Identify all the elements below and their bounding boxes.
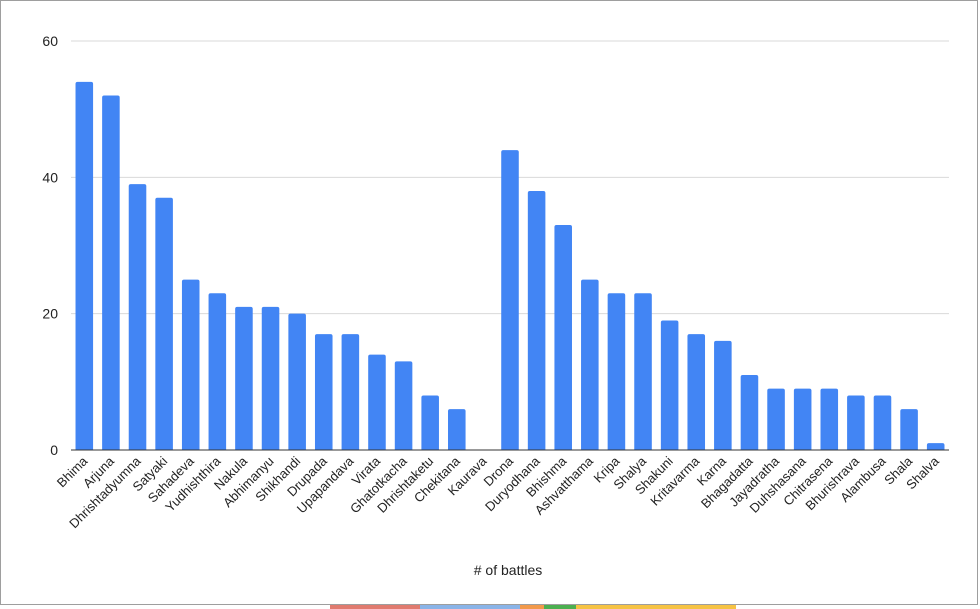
- bar-alambusa: [873, 395, 892, 450]
- y-tick-label: 20: [42, 306, 58, 322]
- x-axis-title: # of battles: [474, 562, 543, 578]
- strip-segment: [520, 605, 544, 609]
- bar-arjuna: [102, 95, 120, 451]
- bar-shakuni: [660, 320, 679, 450]
- bar-ashvatthama: [581, 279, 599, 450]
- bar-chekitana: [448, 409, 466, 450]
- bar-dhrishtaketu: [421, 395, 439, 450]
- bar-bhishma: [554, 225, 572, 450]
- bar-sahadeva: [181, 279, 200, 450]
- bar-shalya: [634, 293, 652, 450]
- bar-duhshasana: [793, 388, 812, 450]
- y-tick-label: 0: [50, 442, 58, 458]
- strip-segment: [576, 605, 736, 609]
- bar-shalva: [926, 443, 945, 450]
- bar-shikhandi: [288, 313, 306, 450]
- bar-bhima: [75, 81, 94, 451]
- bar-kripa: [607, 293, 626, 450]
- bar-bhagadatta: [740, 375, 759, 450]
- bar-karna: [714, 340, 732, 450]
- y-axis-ticks: 0 20 40 60: [42, 33, 58, 458]
- bar-dhrishtadyumna: [128, 184, 147, 450]
- strip-segment: [544, 605, 576, 609]
- strip-segment: [420, 605, 520, 609]
- bar-chitrasena: [820, 388, 839, 450]
- bar-drupada: [314, 334, 333, 450]
- bar-bhurishrava: [847, 395, 865, 450]
- bar-drona: [501, 150, 519, 451]
- x-axis-labels: BhimaArjunaDhrishtadyumnaSatyakiSahadeva…: [54, 453, 943, 531]
- bar-abhimanyu: [261, 306, 280, 450]
- bar-upapandava: [341, 334, 360, 450]
- bar-shala: [900, 409, 918, 450]
- bar-kritavarma: [687, 334, 706, 450]
- bar-nakula: [235, 306, 253, 450]
- bottom-color-strip: [0, 605, 980, 609]
- strip-segment: [330, 605, 420, 609]
- y-tick-label: 40: [42, 169, 58, 185]
- bars: [75, 81, 945, 451]
- bar-yudhishthira: [208, 293, 227, 450]
- bar-virata: [368, 354, 386, 450]
- bar-ghatotkacha: [394, 361, 413, 450]
- bar-duryodhana: [527, 190, 546, 450]
- y-tick-label: 60: [42, 33, 58, 49]
- bar-jayadratha: [767, 388, 785, 450]
- bar-satyaki: [155, 197, 173, 450]
